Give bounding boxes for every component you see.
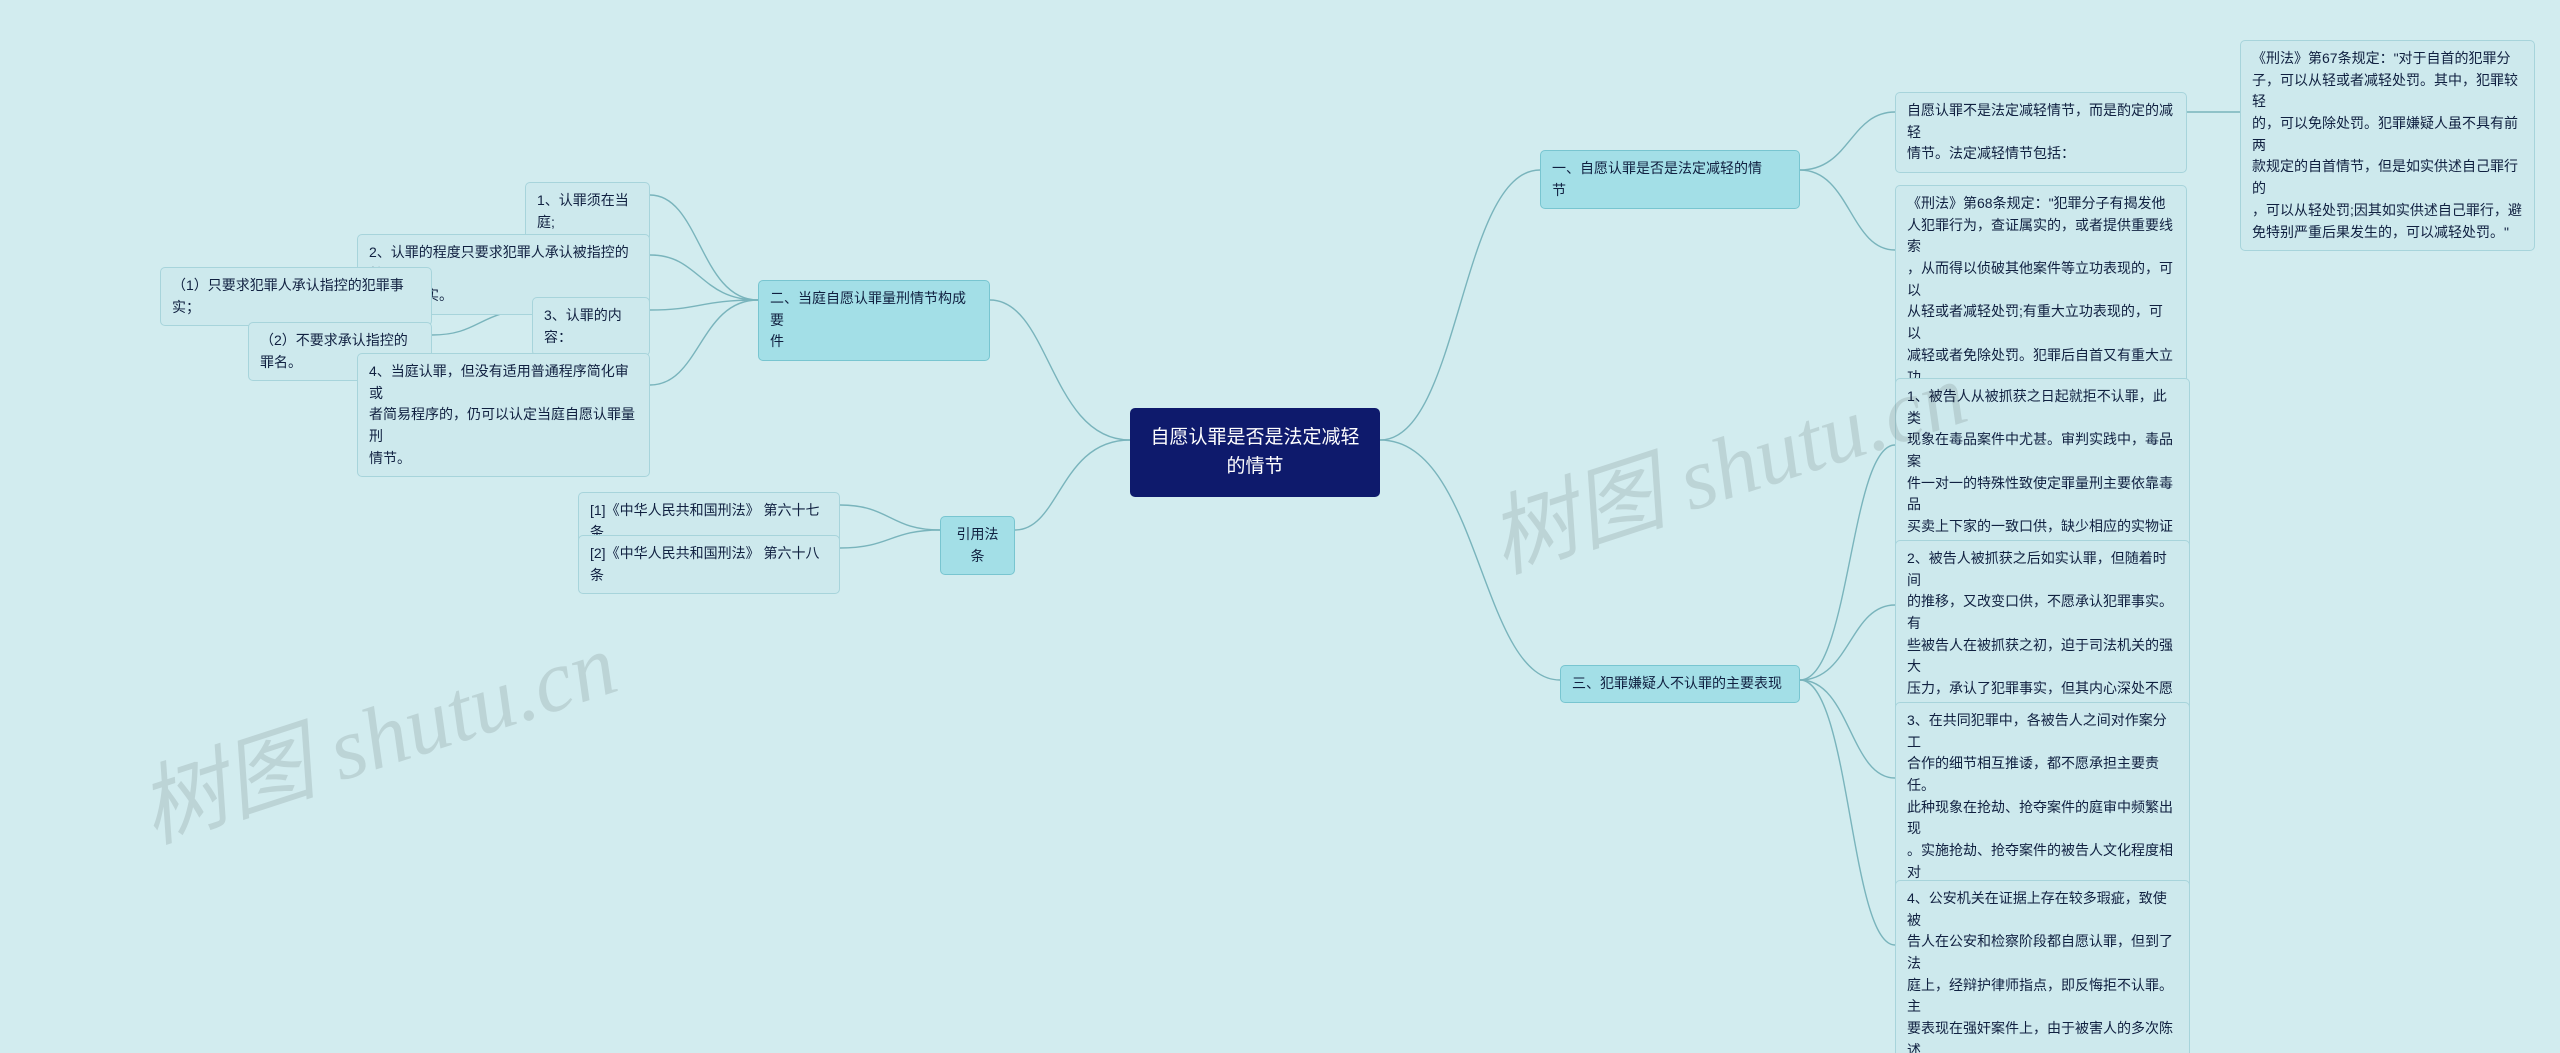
root-node: 自愿认罪是否是法定减轻 的情节 — [1130, 408, 1380, 497]
branch-law: 引用法条 — [940, 516, 1015, 575]
branch-law-child-2: [2]《中华人民共和国刑法》 第六十八条 — [578, 535, 840, 594]
root-line1: 自愿认罪是否是法定减轻 — [1150, 427, 1359, 448]
branch-2-child-3: 3、认罪的内容： — [532, 297, 650, 356]
root-line2: 的情节 — [1226, 456, 1283, 477]
branch-3: 三、犯罪嫌疑人不认罪的主要表现 — [1560, 665, 1800, 703]
branch-1: 一、自愿认罪是否是法定减轻的情 节 — [1540, 150, 1800, 209]
branch-1-child-1: 自愿认罪不是法定减轻情节，而是酌定的减轻 情节。法定减轻情节包括： — [1895, 92, 2187, 173]
branch-2-child-4: 4、当庭认罪，但没有适用普通程序简化审或 者简易程序的，仍可以认定当庭自愿认罪量… — [357, 353, 650, 477]
watermark-left: 树图 shutu.cn — [121, 594, 630, 867]
branch-2: 二、当庭自愿认罪量刑情节构成要 件 — [758, 280, 990, 361]
branch-2-child-1: 1、认罪须在当庭; — [525, 182, 650, 241]
branch-1-sub-1: 《刑法》第67条规定："对于自首的犯罪分 子，可以从轻或者减轻处罚。其中，犯罪较… — [2240, 40, 2535, 251]
branch-3-child-4: 4、公安机关在证据上存在较多瑕疵，致使被 告人在公安和检察阶段都自愿认罪，但到了… — [1895, 880, 2190, 1053]
branch-2-child-3-sub-1: （1）只要求犯罪人承认指控的犯罪事实； — [160, 267, 432, 326]
